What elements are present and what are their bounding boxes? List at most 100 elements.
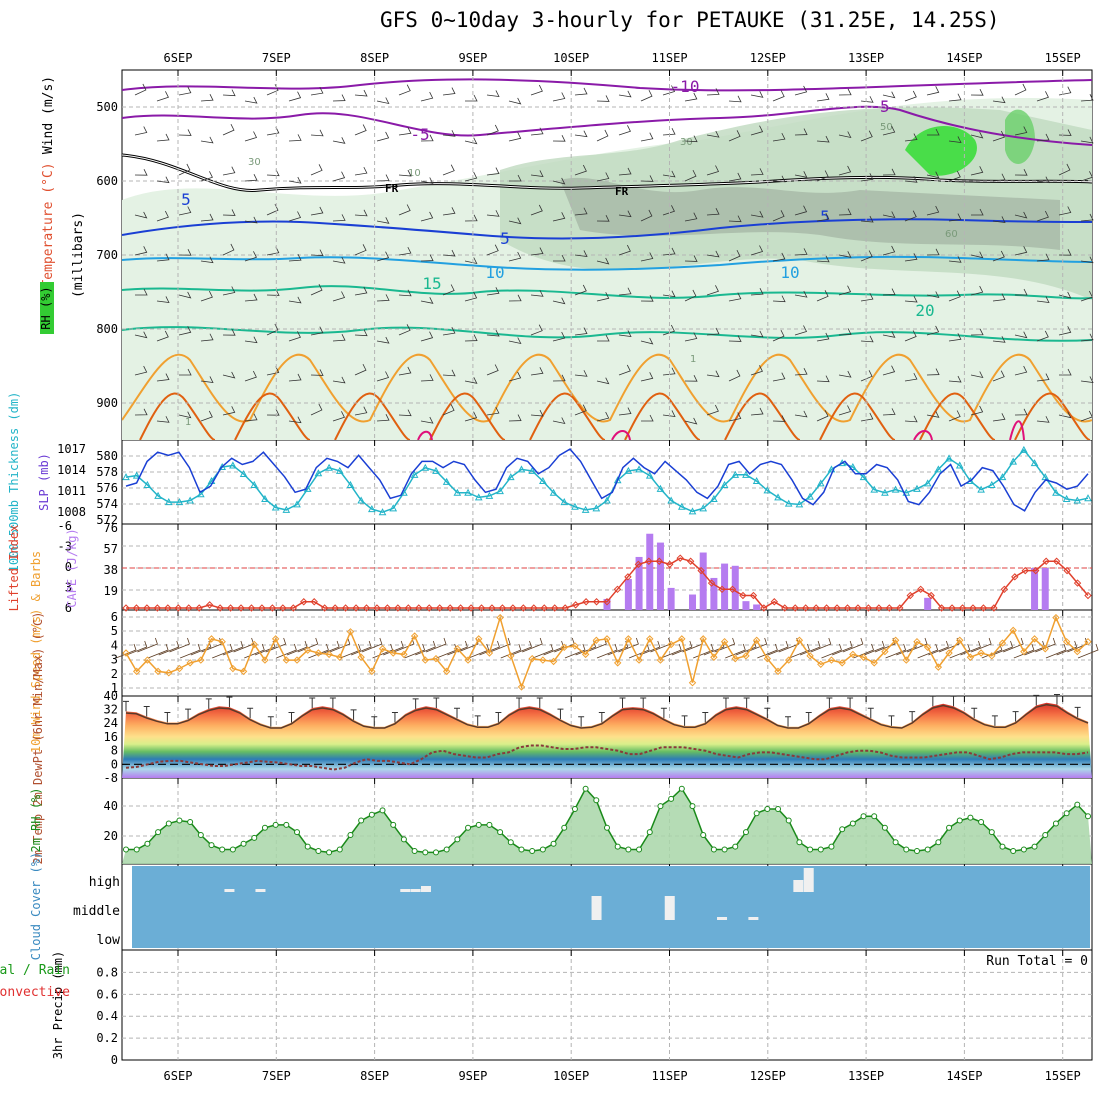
wind-speed-point — [752, 636, 761, 644]
wind-barb — [398, 324, 411, 336]
cape-tick-label: 57 — [104, 542, 118, 556]
wind-barb — [816, 212, 830, 222]
wind-barb — [772, 132, 786, 142]
wind-barb — [442, 164, 455, 176]
thickness-point — [122, 473, 130, 481]
lifted-index-point — [697, 566, 705, 575]
upper-air-contour-labels: -10 -5 -5 5 5 5 10 10 15 20 FR FR 10 30 30 50 60 1 1 — [181, 77, 958, 428]
lifted-index-point — [791, 604, 799, 612]
thickness-point — [549, 488, 558, 496]
wind-barb — [530, 290, 544, 297]
rh2m-point — [935, 839, 942, 846]
wind-barb — [992, 336, 1006, 343]
cloud-bar — [664, 896, 675, 920]
pressure-axis-label: (millibars) — [71, 212, 86, 298]
wind-barb — [882, 331, 896, 338]
rh-contour-label: 1 — [185, 417, 191, 428]
wind-barb — [574, 130, 588, 138]
wind-speed-point — [218, 637, 226, 646]
rh2m-point — [518, 846, 525, 853]
wind-barb — [1036, 296, 1050, 303]
lifted-index-point — [666, 560, 674, 569]
wind-barb — [442, 404, 455, 416]
rh2m-point — [465, 824, 472, 831]
wind-barb-10m — [522, 637, 543, 653]
wind-barb — [486, 167, 500, 176]
lifted-index-point — [833, 604, 841, 612]
wind-barb — [706, 327, 720, 336]
wind-barb-10m — [725, 643, 746, 659]
precip-tick-label: 0.8 — [96, 965, 118, 979]
temperature-contour-label: 5 — [181, 190, 191, 209]
thickness-point — [378, 508, 387, 516]
wind-barb-10m — [340, 643, 361, 659]
wind-speed-point — [1073, 647, 1082, 656]
wind-barb — [156, 210, 169, 222]
wind-barb — [1080, 256, 1094, 264]
wind-barb — [772, 415, 786, 422]
wind-speed-point — [421, 656, 429, 664]
cloud-bar — [717, 917, 728, 920]
lifted-index-point — [205, 601, 214, 609]
cape-tick-label: 76 — [104, 521, 118, 535]
wind-speed-point — [165, 669, 173, 677]
temperature-contour-label: -5 — [410, 125, 429, 144]
wind-barb — [1058, 86, 1072, 96]
rh2m-point — [988, 829, 995, 836]
date-label-bottom: 12SEP — [750, 1069, 786, 1083]
lifted-index-point — [247, 604, 256, 612]
temp-minmax-bar — [123, 700, 129, 712]
wind-barb — [442, 207, 456, 216]
lifted-index-point — [394, 604, 402, 612]
wind-barb-10m — [265, 637, 287, 653]
temp2m-line — [125, 703, 1089, 729]
thickness-point — [913, 484, 921, 492]
wind-speed-point — [475, 635, 483, 643]
wind-barb — [1014, 169, 1028, 176]
wind-barb — [1058, 206, 1072, 216]
wind-barb — [838, 208, 852, 216]
wind-barb — [596, 257, 610, 265]
wind-speed-point — [817, 660, 825, 669]
wind-barb-10m — [660, 643, 682, 659]
wind-barb — [134, 408, 148, 416]
wind-barb-10m — [126, 640, 148, 656]
wind-barb — [134, 83, 147, 96]
thickness-point — [945, 454, 953, 462]
rh2m-point — [625, 846, 632, 853]
wind-barb — [398, 246, 412, 256]
wind-tick-label: 6 — [111, 610, 118, 624]
wind-barb — [332, 376, 346, 384]
lifted-index-point — [916, 585, 925, 594]
temp-contour-minus10 — [122, 78, 1092, 92]
wind-barb — [1080, 376, 1094, 383]
wind-barb — [134, 365, 148, 376]
thickness-point — [496, 487, 504, 495]
wind-barb-10m — [671, 640, 693, 656]
wind-barb — [618, 364, 631, 376]
lifted-index-point — [456, 604, 465, 612]
li-tick-label: -6 — [58, 519, 72, 533]
wind-barb — [948, 170, 961, 182]
wind-barb — [310, 326, 324, 336]
temp-minmax-bar — [619, 697, 626, 708]
wind-speed-point — [314, 649, 323, 657]
thickness-point — [923, 479, 932, 487]
wind-barb — [222, 123, 235, 136]
wind-barb — [618, 330, 632, 337]
li-tick-label: 0 — [65, 560, 72, 574]
rh-contour-label: 1 — [690, 354, 696, 365]
cloud-bar — [224, 889, 235, 892]
wind-barb — [618, 407, 632, 416]
wind-barb — [222, 329, 236, 336]
rh-contour-label: 60 — [945, 229, 958, 240]
wind-barb — [354, 286, 368, 296]
wind-speed-point — [635, 656, 643, 664]
rh2m-point — [796, 839, 803, 846]
temp-minmax-bar — [226, 696, 233, 708]
wind-barb — [178, 291, 192, 299]
wind-barb — [706, 370, 720, 378]
rh2m-point — [326, 849, 333, 856]
temp-minmax-bar — [143, 706, 150, 717]
